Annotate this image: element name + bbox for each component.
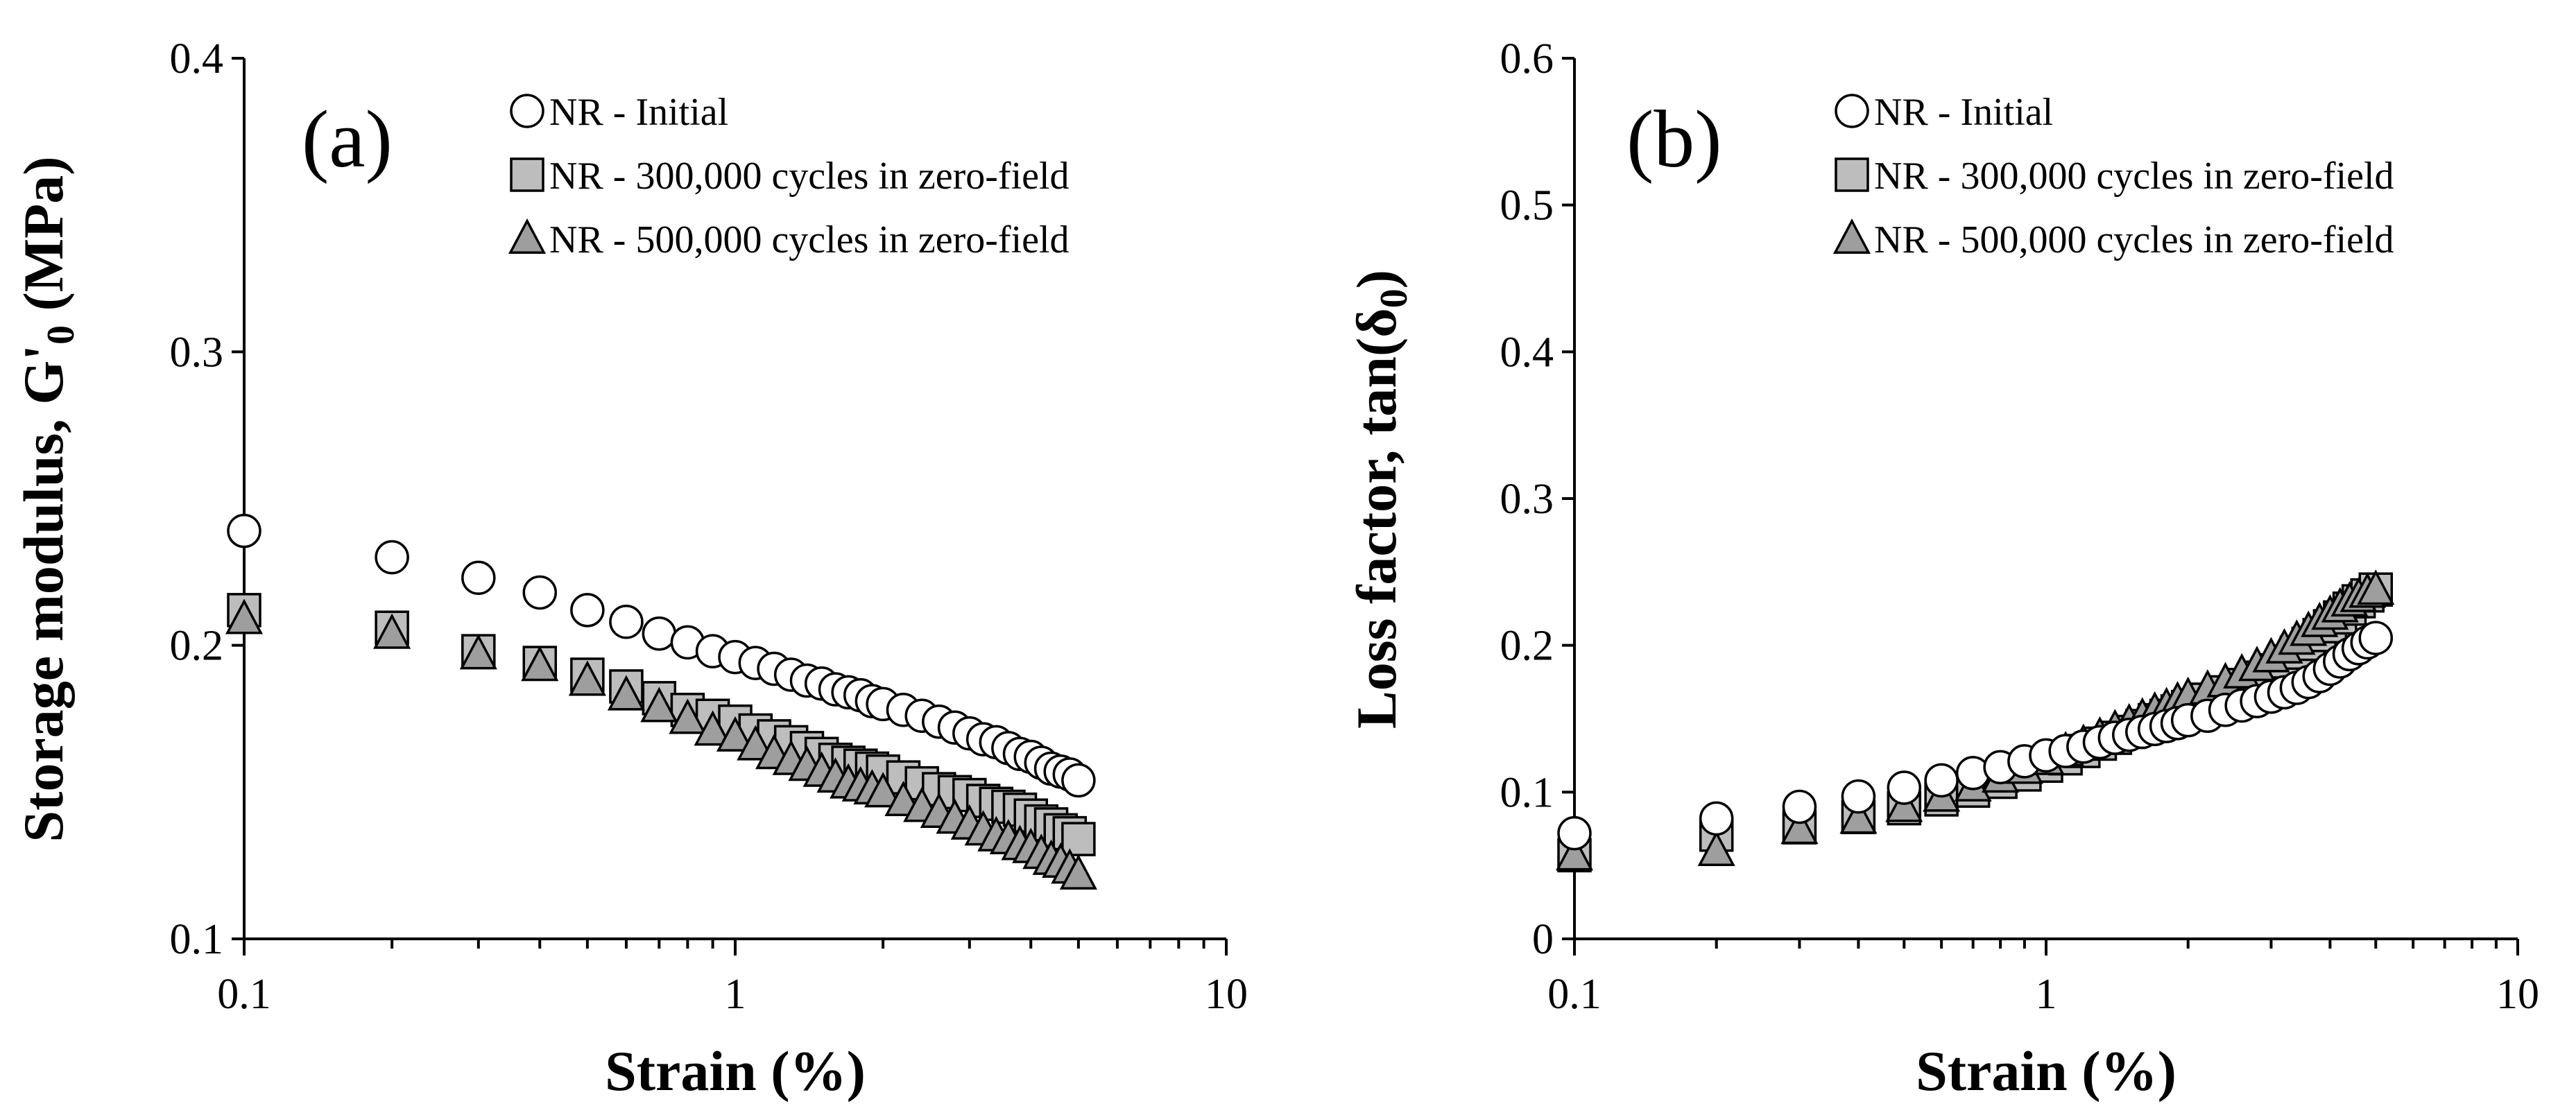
legend-label: NR - 300,000 cycles in zero-field [549,155,1070,198]
data-point-circle [609,605,644,639]
data-point-triangle [1555,835,1594,871]
legend: NR - Initial NR - 300,000 cycles in zero-… [508,91,1070,261]
legend-marker-circle [1835,94,1869,128]
data-point-circle [1782,789,1817,824]
y-tick-label: 0.1 [170,916,224,963]
y-tick-label: 0.4 [170,35,224,83]
y-tick-label: 0.6 [1500,35,1554,83]
y-tick-label: 0.3 [1500,476,1554,523]
y-tick-label: 0.2 [170,623,224,670]
data-point-triangle [521,646,559,682]
y-tick-label: 0.1 [1500,769,1554,816]
data-point-circle [570,593,605,628]
legend-label: NR - Initial [1874,91,2053,134]
data-point-triangle [1059,854,1097,890]
x-axis-title: Strain (%) [605,1039,866,1103]
data-point-circle [1841,779,1876,814]
y-tick-label: 0.5 [1500,182,1554,230]
series-circle [227,513,1096,798]
x-tick-label: 1 [2036,971,2057,1018]
data-point-triangle [669,698,707,734]
series-circle [1557,621,2394,851]
data-point-circle [1061,763,1096,798]
data-point-circle [1924,763,1959,798]
panel-a-chart: 0.1 0.2 0.3 0.4 0.1 1 10 Strain (%) Storage modu… [12,35,1248,1103]
y-tick-label: 0.4 [1500,329,1554,376]
legend-label: NR - Initial [549,91,728,134]
data-point-circle [642,616,677,651]
data-point-circle [1557,815,1592,851]
series-triangle [225,598,1097,890]
data-point-triangle [1885,786,1923,822]
legend-marker-triangle [1832,218,1871,254]
y-tick-label: 0.2 [1500,623,1554,670]
data-point-triangle [737,725,775,761]
x-tick-label: 10 [1205,971,1248,1018]
data-point-triangle [694,710,732,746]
panel-label: (a) [302,94,393,184]
data-point-triangle [568,660,606,696]
data-point-circle [1699,801,1734,836]
x-tick-label: 1 [725,971,746,1018]
legend-marker-square [1835,157,1869,192]
data-point-triangle [864,772,902,808]
data-point-triangle [716,716,755,752]
y-tick-label: 0 [1532,916,1554,963]
data-point-square [1061,822,1096,856]
data-point-triangle [607,675,645,711]
data-point-triangle [373,613,411,649]
legend-label: NR - 500,000 cycles in zero-field [1874,218,2394,261]
legend-label: NR - 300,000 cycles in zero-field [1874,155,2394,198]
x-tick-label: 10 [2496,971,2539,1018]
data-point-triangle [1839,798,1878,834]
data-point-circle [2358,621,2394,655]
legend-marker-triangle [508,218,547,254]
data-point-circle [461,560,496,596]
legend-label: NR - 500,000 cycles in zero-field [549,218,1070,261]
y-axis-title: Loss factor, tan(δ0) [1345,270,1416,729]
series-square [1557,572,2394,873]
legend: NR - Initial NR - 300,000 cycles in zero-… [1832,91,2394,261]
legend-marker-square [510,157,544,192]
data-point-triangle [1697,830,1735,866]
data-point-triangle [1780,809,1819,845]
panel-label: (b) [1626,94,1722,184]
data-point-triangle [225,598,264,634]
y-axis-title: Storage modulus, G'0 (MPa) [12,156,83,842]
legend-marker-circle [510,94,544,128]
data-point-circle [522,575,558,610]
data-point-circle [1887,770,1922,805]
data-point-circle [375,539,409,575]
data-point-triangle [459,634,497,670]
data-point-triangle [2357,569,2395,605]
x-tick-label: 0.1 [1547,971,1602,1018]
panel-b-chart: 0 0.1 0.2 0.3 0.4 0.5 0.6 0.1 1 10 Strain (%) Loss … [1345,35,2539,1103]
y-tick-label: 0.3 [170,329,224,376]
series-triangle [1555,569,2395,871]
data-point-triangle [640,686,678,723]
x-axis-title: Strain (%) [1916,1039,2176,1103]
x-tick-label: 0.1 [217,971,271,1018]
data-point-circle [227,513,261,548]
